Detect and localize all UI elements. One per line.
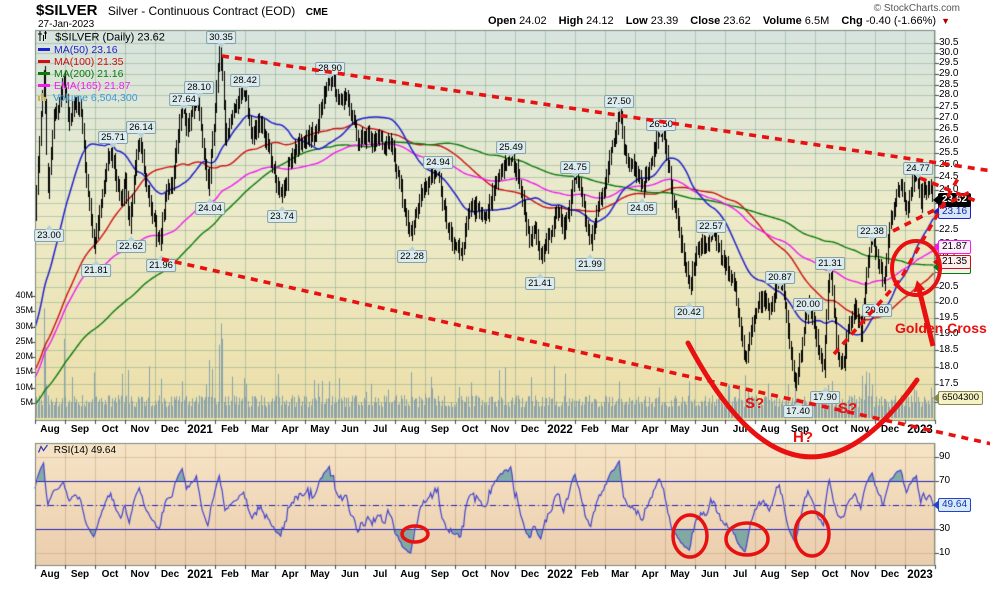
exchange: CME [305, 7, 328, 18]
low-label: Low [625, 15, 648, 27]
legend-ma50: MA(50) 23.16 [54, 44, 118, 56]
ma50-swatch [38, 47, 50, 51]
close-label: Close [690, 15, 721, 27]
symbol: $SILVER [36, 2, 98, 19]
volume-value: 6.5M [804, 15, 830, 27]
legend-volume: Volume 6,504,300 [52, 92, 138, 104]
copyright: © StockCharts.com [873, 3, 960, 14]
legend-ma200: MA(200) 21.16 [54, 68, 124, 80]
high-value: 24.12 [586, 15, 614, 27]
close-value: 23.62 [723, 15, 751, 27]
open-label: Open [487, 15, 517, 27]
rsi-legend-text: RSI(14) 49.64 [53, 445, 117, 457]
volume-label: Volume [762, 15, 802, 27]
chg-value: -0.40 (-1.66%) [865, 15, 937, 27]
ma200-swatch [38, 71, 50, 75]
legend-ema165: EMA(165) 21.87 [54, 80, 131, 92]
instrument-name: Silver - Continuous Contract (EOD) [107, 4, 296, 18]
chg-label: Chg [841, 15, 863, 27]
ema165-swatch [38, 83, 50, 87]
candlestick-icon [38, 31, 49, 44]
quote-strip: Open 24.02 High 24.12 Low 23.39 Close 23.62 … [488, 15, 950, 27]
rsi-icon [37, 444, 49, 457]
volume-bars-icon [38, 92, 47, 104]
ma100-swatch [38, 59, 50, 63]
rsi-legend: RSI(14) 49.64 [37, 444, 117, 457]
chart-date: 27-Jan-2023 [38, 19, 95, 30]
open-value: 24.02 [519, 15, 547, 27]
high-label: High [558, 15, 584, 27]
change-down-icon: ▼ [941, 16, 950, 26]
low-value: 23.39 [650, 15, 679, 27]
legend-main: $SILVER (Daily) 23.62 [55, 31, 165, 44]
chart-title: $SILVER Silver - Continuous Contract (EO… [36, 2, 328, 20]
legend-ma100: MA(100) 21.35 [54, 56, 124, 68]
